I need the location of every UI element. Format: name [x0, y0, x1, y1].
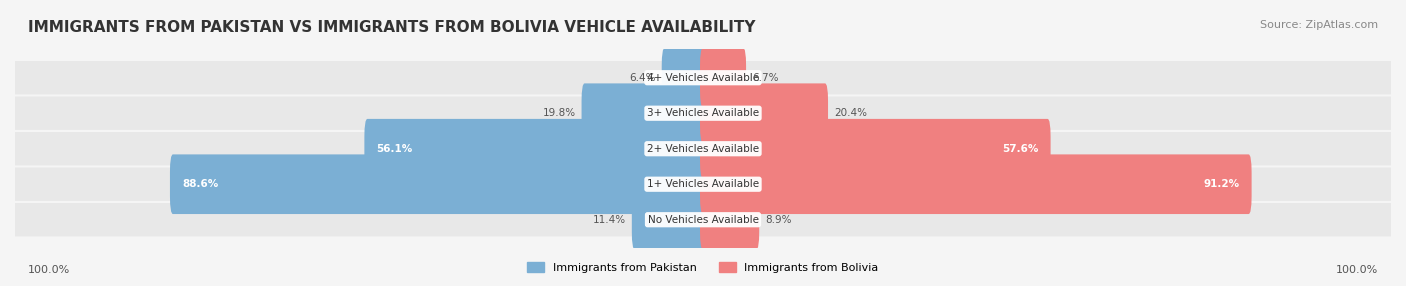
Text: 6.7%: 6.7% — [752, 73, 779, 83]
Text: 2+ Vehicles Available: 2+ Vehicles Available — [647, 144, 759, 154]
FancyBboxPatch shape — [364, 119, 706, 178]
Text: 100.0%: 100.0% — [1336, 265, 1378, 275]
Text: 3+ Vehicles Available: 3+ Vehicles Available — [647, 108, 759, 118]
Text: 20.4%: 20.4% — [834, 108, 868, 118]
FancyBboxPatch shape — [15, 168, 1391, 201]
FancyBboxPatch shape — [700, 154, 1251, 214]
FancyBboxPatch shape — [15, 203, 1391, 237]
Text: 57.6%: 57.6% — [1002, 144, 1039, 154]
FancyBboxPatch shape — [631, 190, 706, 250]
Text: 11.4%: 11.4% — [593, 215, 626, 225]
Text: 88.6%: 88.6% — [181, 179, 218, 189]
Text: 91.2%: 91.2% — [1204, 179, 1240, 189]
FancyBboxPatch shape — [15, 132, 1391, 165]
Text: 1+ Vehicles Available: 1+ Vehicles Available — [647, 179, 759, 189]
Text: 4+ Vehicles Available: 4+ Vehicles Available — [647, 73, 759, 83]
FancyBboxPatch shape — [700, 190, 759, 250]
FancyBboxPatch shape — [15, 97, 1391, 130]
FancyBboxPatch shape — [662, 48, 706, 108]
Legend: Immigrants from Pakistan, Immigrants from Bolivia: Immigrants from Pakistan, Immigrants fro… — [523, 258, 883, 278]
FancyBboxPatch shape — [700, 84, 828, 143]
FancyBboxPatch shape — [15, 61, 1391, 94]
Text: 19.8%: 19.8% — [543, 108, 575, 118]
Text: No Vehicles Available: No Vehicles Available — [648, 215, 758, 225]
FancyBboxPatch shape — [170, 154, 706, 214]
Text: 8.9%: 8.9% — [765, 215, 792, 225]
Text: 6.4%: 6.4% — [630, 73, 655, 83]
FancyBboxPatch shape — [700, 48, 747, 108]
Text: 56.1%: 56.1% — [377, 144, 412, 154]
Text: IMMIGRANTS FROM PAKISTAN VS IMMIGRANTS FROM BOLIVIA VEHICLE AVAILABILITY: IMMIGRANTS FROM PAKISTAN VS IMMIGRANTS F… — [28, 20, 755, 35]
FancyBboxPatch shape — [700, 119, 1050, 178]
Text: Source: ZipAtlas.com: Source: ZipAtlas.com — [1260, 20, 1378, 30]
Text: 100.0%: 100.0% — [28, 265, 70, 275]
FancyBboxPatch shape — [582, 84, 706, 143]
